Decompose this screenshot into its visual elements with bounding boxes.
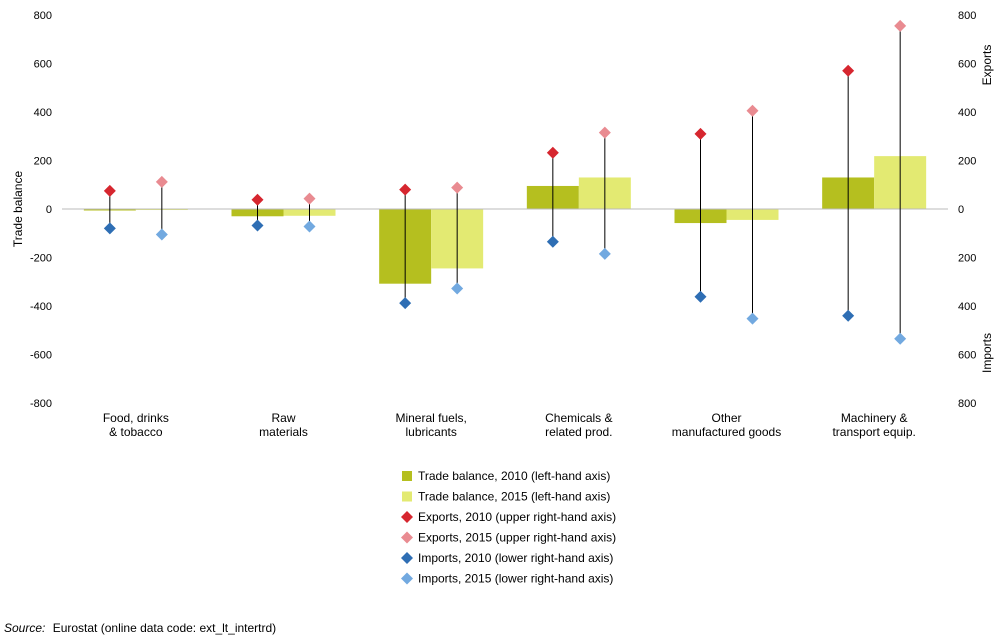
right-tick-label: 800	[958, 398, 976, 410]
marker-imports-2015	[451, 282, 464, 295]
category-label: related prod.	[545, 425, 612, 439]
marker-imports-2015	[746, 312, 759, 325]
marker-imports-2010	[103, 222, 116, 235]
marker-exports-2015	[894, 19, 907, 32]
marker-exports-2015	[155, 175, 168, 188]
left-tick-label: -800	[30, 398, 52, 410]
marker-exports-2010	[694, 127, 707, 140]
legend-swatch	[402, 471, 412, 481]
left-axis-ticks: -800 -600 -400 -200 0 200 400 600 800	[30, 10, 52, 410]
category-label: Other	[711, 411, 741, 425]
marker-exports-2010	[842, 64, 855, 77]
marker-imports-2015	[155, 228, 168, 241]
legend-entry: Trade balance, 2015 (left-hand axis)	[418, 490, 610, 504]
legend: Trade balance, 2010 (left-hand axis) Trad…	[401, 469, 616, 586]
legend-entry: Trade balance, 2010 (left-hand axis)	[418, 469, 610, 483]
legend-entry: Exports, 2015 (upper right-hand axis)	[418, 531, 616, 545]
marker-imports-2010	[842, 309, 855, 322]
marker-exports-2010	[103, 184, 116, 197]
marker-imports-2015	[598, 247, 611, 260]
legend-swatch	[401, 572, 413, 585]
legend-swatch	[402, 491, 412, 502]
left-tick-label: 600	[34, 59, 52, 71]
right-axis-title-exports: Exports	[980, 45, 994, 86]
marker-imports-2010	[694, 290, 707, 303]
left-tick-label: 200	[34, 156, 52, 168]
category-label: materials	[259, 425, 308, 439]
markers-layer	[103, 19, 907, 345]
left-axis-title: Trade balance	[11, 171, 25, 248]
marker-exports-2015	[598, 126, 611, 139]
right-tick-label: 200	[958, 156, 976, 168]
category-label: transport equip.	[832, 425, 915, 439]
marker-exports-2010	[399, 183, 412, 196]
marker-exports-2015	[303, 192, 316, 205]
left-tick-label: -600	[30, 350, 52, 362]
right-tick-label: 200	[958, 253, 976, 265]
marker-imports-2010	[546, 235, 559, 248]
legend-swatch	[401, 511, 413, 523]
category-label: Machinery &	[841, 411, 908, 425]
category-label: Mineral fuels,	[395, 411, 466, 425]
right-tick-label: 400	[958, 301, 976, 313]
right-axis-title-imports: Imports	[980, 333, 994, 373]
right-tick-label: 400	[958, 107, 976, 119]
right-tick-label: 0	[958, 204, 964, 216]
marker-exports-2010	[546, 146, 559, 159]
category-label: Chemicals &	[545, 411, 612, 425]
legend-entry: Imports, 2010 (lower right-hand axis)	[418, 551, 613, 565]
marker-exports-2015	[746, 104, 759, 117]
legend-entry: Exports, 2010 (upper right-hand axis)	[418, 510, 616, 524]
category-label: Raw	[271, 411, 295, 425]
stems-layer	[109, 25, 901, 339]
legend-swatch	[401, 552, 413, 564]
marker-imports-2010	[251, 219, 264, 232]
category-label: lubricants	[405, 425, 456, 439]
right-tick-label: 800	[958, 10, 976, 22]
source-text: Eurostat (online data code: ext_lt_inter…	[53, 621, 276, 635]
left-tick-label: 400	[34, 107, 52, 119]
left-tick-label: 0	[46, 204, 52, 216]
marker-imports-2010	[399, 297, 412, 310]
marker-imports-2015	[303, 220, 316, 233]
marker-exports-2015	[451, 181, 464, 194]
right-tick-label: 600	[958, 59, 976, 71]
bars-layer	[83, 156, 927, 284]
category-label: & tobacco	[109, 425, 163, 439]
right-axis-ticks: 800 600 400 200 0 200 400 600 800	[958, 10, 976, 410]
left-tick-label: -200	[30, 253, 52, 265]
source-label: Source:	[4, 621, 45, 635]
left-tick-label: 800	[34, 10, 52, 22]
legend-swatch	[401, 531, 413, 544]
right-tick-label: 600	[958, 350, 976, 362]
source-note: Source: Eurostat (online data code: ext_…	[4, 621, 276, 635]
marker-imports-2015	[894, 332, 907, 345]
left-tick-label: -400	[30, 301, 52, 313]
category-label: Food, drinks	[103, 411, 169, 425]
category-label: manufactured goods	[672, 425, 781, 439]
marker-exports-2010	[251, 193, 264, 206]
legend-entry: Imports, 2015 (lower right-hand axis)	[418, 572, 613, 586]
